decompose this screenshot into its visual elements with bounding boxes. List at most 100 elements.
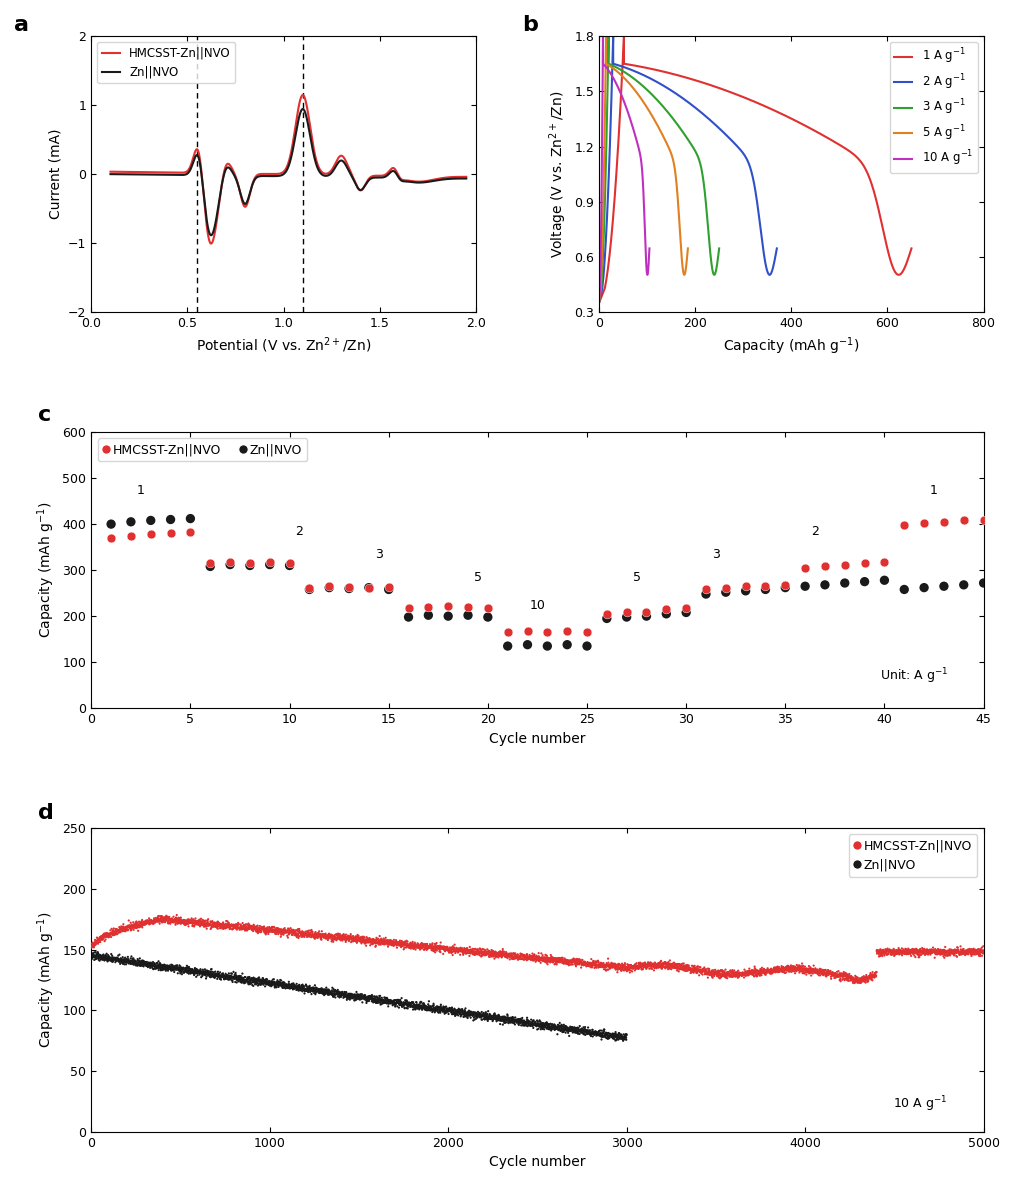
Point: [432, 1001, 448, 1020]
Point: [482, 948, 498, 967]
Point: [382, 991, 399, 1010]
Point: [817, 556, 834, 576]
Point: [190, 915, 206, 934]
Point: [429, 933, 445, 952]
Point: [320, 929, 337, 949]
Point: [155, 909, 171, 928]
Point: [249, 969, 266, 988]
Point: [527, 952, 544, 972]
Point: [492, 946, 508, 966]
Point: [154, 960, 170, 979]
Point: [490, 1010, 506, 1029]
Point: [417, 997, 433, 1016]
Point: [316, 928, 333, 948]
Point: [501, 1010, 517, 1029]
Point: [703, 963, 719, 982]
Point: [936, 944, 952, 963]
Point: [842, 964, 858, 984]
Point: [378, 991, 394, 1010]
Point: [149, 910, 165, 929]
Point: [967, 945, 984, 964]
Point: [369, 929, 385, 949]
Point: [101, 926, 118, 945]
Point: [147, 956, 163, 975]
Point: [310, 926, 327, 945]
Point: [814, 964, 830, 984]
Point: [508, 948, 524, 967]
Point: [464, 942, 481, 961]
Point: [313, 979, 330, 998]
Point: [142, 954, 158, 973]
Point: [886, 940, 902, 960]
Point: [819, 963, 836, 982]
Point: [333, 987, 349, 1007]
Point: [916, 943, 932, 962]
Point: [481, 942, 497, 961]
Point: [629, 958, 645, 978]
Point: [714, 961, 730, 980]
Point: [927, 939, 943, 958]
Point: [104, 952, 121, 972]
Point: [404, 936, 420, 955]
Point: [801, 960, 817, 979]
Point: [114, 954, 130, 973]
Point: [236, 973, 252, 992]
Point: [525, 945, 541, 964]
Point: [307, 985, 323, 1004]
Point: [857, 968, 873, 987]
Point: [407, 997, 423, 1016]
Point: [207, 968, 223, 987]
Point: [450, 939, 466, 958]
Point: [909, 940, 925, 960]
Point: [916, 944, 932, 963]
Point: [193, 968, 209, 987]
Point: [151, 911, 167, 931]
Point: [245, 920, 262, 939]
Point: [569, 1023, 585, 1043]
Point: [179, 962, 196, 981]
Point: [240, 969, 257, 988]
Point: [197, 917, 213, 937]
Point: [246, 919, 263, 938]
Point: [405, 932, 421, 951]
Point: [226, 917, 242, 937]
Point: [854, 970, 870, 990]
Point: [973, 943, 990, 962]
Point: [591, 1021, 607, 1040]
Point: [289, 926, 305, 945]
Point: [749, 966, 766, 985]
Point: [675, 956, 692, 975]
Point: [145, 911, 161, 931]
Point: [611, 958, 628, 978]
Point: [553, 951, 569, 970]
Point: [156, 958, 172, 978]
Point: [519, 1016, 535, 1035]
Point: [180, 913, 197, 932]
Point: [599, 955, 615, 974]
Point: [541, 952, 558, 972]
Point: [781, 958, 797, 978]
Point: [557, 1019, 573, 1038]
Point: [497, 946, 513, 966]
Point: [552, 1016, 568, 1035]
Point: [130, 915, 146, 934]
Point: [359, 988, 375, 1008]
Point: [389, 934, 406, 954]
Point: [186, 966, 202, 985]
Point: [339, 929, 355, 949]
Point: [292, 922, 308, 942]
Point: [393, 932, 410, 951]
Point: [458, 1004, 475, 1023]
Point: [431, 1002, 447, 1021]
Point: [594, 1021, 610, 1040]
Point: [520, 1011, 536, 1031]
Point: [113, 920, 129, 939]
Point: [215, 915, 231, 934]
Point: [240, 968, 257, 987]
Point: [97, 948, 114, 967]
Point: [333, 931, 349, 950]
Point: [728, 964, 744, 984]
Point: [375, 933, 391, 952]
Point: [964, 940, 981, 960]
Point: [261, 973, 277, 992]
